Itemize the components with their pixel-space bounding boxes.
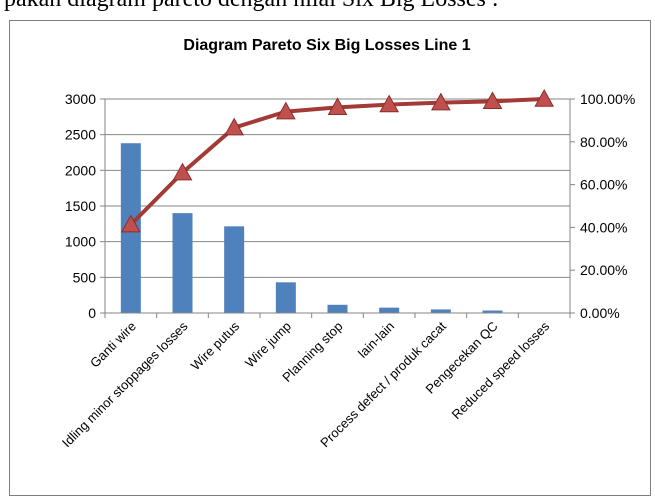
right-tick-label: 0.00% <box>580 305 620 321</box>
left-tick-label: 1500 <box>65 198 96 214</box>
bar <box>172 213 193 313</box>
bar <box>224 226 245 313</box>
right-tick-label: 20.00% <box>580 262 627 278</box>
bar <box>275 282 296 313</box>
caption-text: pakan diagram pareto dengan nilai Six Bi… <box>0 0 655 20</box>
axes <box>100 98 575 318</box>
tick-labels: 0 500 1000 1500 2000 2500 3000 0.00% 20.00% 40.00… <box>59 91 635 450</box>
line-marker <box>482 91 503 110</box>
right-tick-label: 100.00% <box>580 91 635 107</box>
category-label: lain-lain <box>355 319 397 361</box>
category-label: Wire putus <box>188 318 243 373</box>
left-tick-label: 500 <box>73 269 97 285</box>
bar <box>379 307 400 313</box>
right-tick-label: 60.00% <box>580 177 627 193</box>
line-marker <box>120 214 141 233</box>
bar <box>327 304 348 313</box>
left-tick-label: 2000 <box>65 162 96 178</box>
line-marker <box>534 88 555 107</box>
right-tick-label: 80.00% <box>580 134 627 150</box>
line-marker <box>327 97 348 116</box>
bar <box>482 310 503 313</box>
line-marker <box>430 92 451 111</box>
line-marker <box>379 94 400 113</box>
line-marker <box>275 101 296 120</box>
left-tick-label: 3000 <box>65 91 96 107</box>
left-tick-label: 0 <box>88 305 96 321</box>
chart-title: Diagram Pareto Six Big Losses Line 1 <box>183 37 470 54</box>
category-label: Wire jump <box>242 319 294 371</box>
line-marker <box>224 117 245 136</box>
right-tick-label: 40.00% <box>580 219 627 235</box>
left-tick-label: 2500 <box>65 127 96 143</box>
line-marker <box>172 162 193 181</box>
left-tick-label: 1000 <box>65 234 96 250</box>
bar <box>430 309 451 313</box>
category-label: Ganti wire <box>87 319 139 371</box>
category-label: Reduced speed losses <box>449 318 553 422</box>
cumulative-line-series <box>120 88 555 233</box>
